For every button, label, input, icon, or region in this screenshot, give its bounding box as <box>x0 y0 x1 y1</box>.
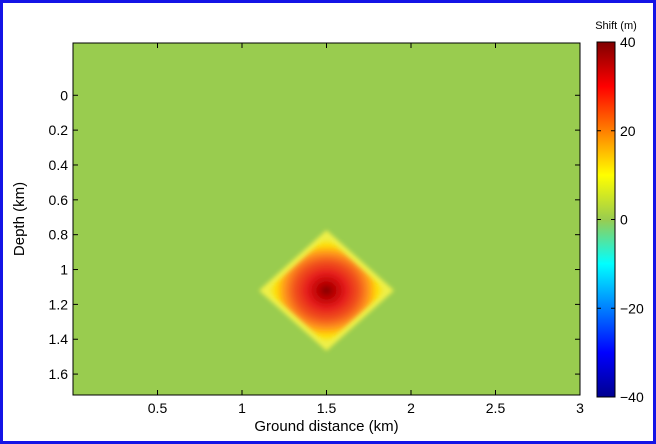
y-tick-label: 0 <box>60 87 68 103</box>
y-axis-ticks: 0 0.2 0.4 0.6 0.8 1 1.2 1.4 1.6 <box>49 87 580 382</box>
y-tick-label: 0.4 <box>49 157 69 173</box>
colorbar-tick-label: 20 <box>620 123 636 139</box>
x-tick-label: 0.5 <box>148 400 168 416</box>
y-axis-label: Depth (km) <box>11 182 28 256</box>
x-axis-label: Ground distance (km) <box>254 418 398 435</box>
x-tick-label: 1 <box>238 400 246 416</box>
colorbar-label: Shift (m) <box>595 20 637 32</box>
x-axis-ticks: 0.5 1 1.5 2 2.5 3 <box>148 43 584 416</box>
colorbar-ticks: −40 −20 0 20 40 <box>597 34 644 405</box>
x-tick-label: 1.5 <box>317 400 337 416</box>
y-tick-label: 0.6 <box>49 192 69 208</box>
y-tick-label: 0.2 <box>49 122 69 138</box>
colorbar-tick-label: −20 <box>620 300 644 316</box>
heatmap-chart: 0.5 1 1.5 2 2.5 3 0 0.2 0.4 0.6 0.8 1 1.2 1.4 1.6 Gro… <box>11 20 644 435</box>
y-tick-label: 1.2 <box>49 296 69 312</box>
anomaly-diamond <box>267 237 386 344</box>
x-tick-label: 3 <box>576 400 584 416</box>
y-tick-label: 1 <box>60 262 68 278</box>
colorbar-tick-label: 0 <box>620 212 628 228</box>
y-tick-label: 1.4 <box>49 331 69 347</box>
colorbar-tick-label: 40 <box>620 34 636 50</box>
y-tick-label: 0.8 <box>49 227 69 243</box>
x-tick-label: 2.5 <box>486 400 506 416</box>
colorbar-tick-label: −40 <box>620 389 644 405</box>
x-tick-label: 2 <box>407 400 415 416</box>
plot-area <box>73 43 580 395</box>
y-tick-label: 1.6 <box>49 366 69 382</box>
